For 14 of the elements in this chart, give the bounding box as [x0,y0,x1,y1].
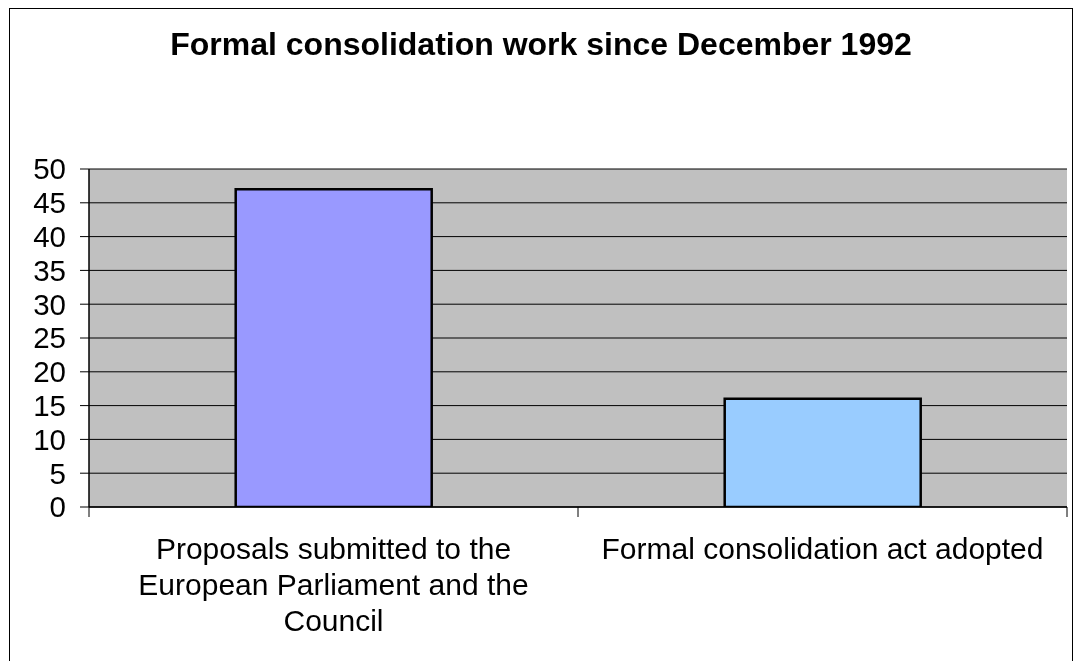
x-tick-label: Proposals submitted to the European Parliament and the Council [138,532,529,637]
y-tick-label: 40 [33,220,66,254]
y-tick-label: 5 [49,456,66,490]
y-tick-label: 25 [33,321,66,355]
y-tick-label: 0 [49,490,66,524]
y-tick-label: 35 [33,253,66,287]
y-tick-label: 30 [33,287,66,321]
y-tick-label: 45 [33,186,66,220]
y-tick-label: 15 [33,389,66,423]
y-tick-label: 10 [33,422,66,456]
x-tick-label: Formal consolidation act adopted [601,532,1044,565]
y-tick-label: 20 [33,355,66,389]
chart-title: Formal consolidation work since December 1992 [169,25,913,63]
y-tick-label: 50 [33,152,66,186]
